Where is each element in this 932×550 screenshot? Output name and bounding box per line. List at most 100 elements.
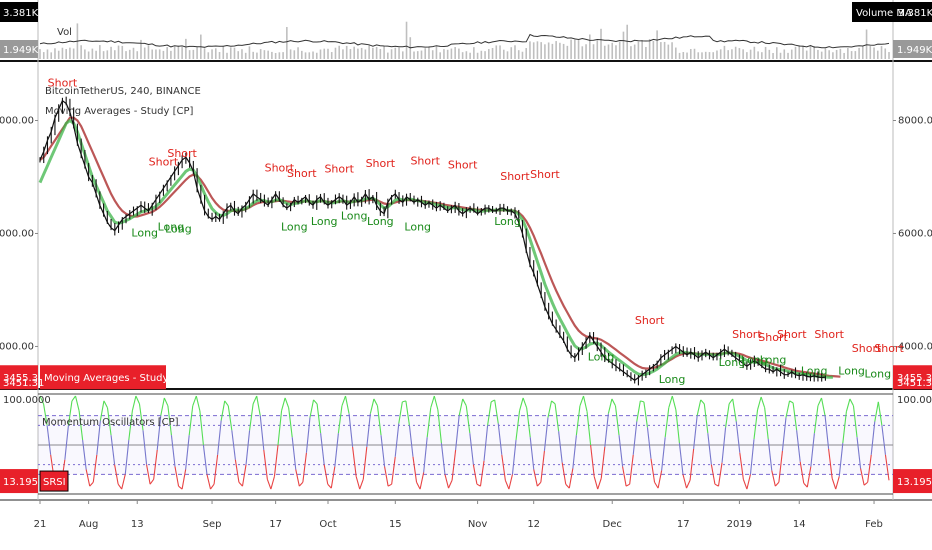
osc-segment: [515, 410, 521, 441]
osc-segment: [71, 395, 76, 402]
osc-segment: [309, 399, 315, 418]
volume-tag-right-value: 3.381K: [898, 8, 932, 19]
osc-segment: [519, 397, 524, 411]
short-signal-label: Short: [777, 328, 807, 341]
volume-ma-tag-left-value: 1.949K: [3, 45, 39, 56]
osc-segment: [842, 411, 847, 444]
osc-segment: [213, 454, 219, 485]
osc-segment: [273, 444, 279, 477]
osc-value-tag-right: [893, 469, 932, 494]
osc-segment: [451, 449, 457, 481]
osc-top-value-left: 100.0000: [3, 395, 51, 406]
osc-segment: [352, 446, 357, 477]
time-tick-label: Oct: [319, 519, 336, 530]
short-signal-label: Short: [814, 328, 844, 341]
osc-segment: [629, 454, 634, 485]
osc-segment: [678, 442, 684, 475]
volume-bars: [39, 21, 890, 59]
osc-segment: [408, 425, 414, 457]
osc-segment: [284, 397, 290, 408]
last-price-tag-left-value: 3455.33: [3, 373, 44, 384]
fast-ma-tag-label: Moving Averages - Study [CP]:Fast MA: [44, 373, 235, 384]
osc-segment: [281, 397, 286, 411]
osc-segment: [696, 399, 702, 416]
osc-segment: [831, 478, 837, 490]
price-study-label: Moving Averages - Study [CP]: [45, 106, 194, 117]
osc-segment: [99, 400, 105, 421]
osc-segment: [142, 430, 148, 465]
long-signal-label: Long: [864, 368, 891, 381]
osc-line: [39, 395, 890, 490]
osc-segment: [103, 400, 108, 409]
osc-segment: [689, 448, 695, 481]
osc-segment: [163, 397, 169, 407]
price-bottom-value-left: 3451.31: [3, 378, 44, 389]
short-signal-label: Short: [265, 161, 295, 174]
osc-segment: [572, 435, 577, 469]
osc-segment: [217, 420, 222, 455]
volume-tag-right: [852, 2, 932, 22]
osc-segment: [302, 452, 307, 483]
long-signal-label: Long: [311, 215, 338, 228]
osc-value-tag-right-value: 13.1953: [897, 477, 932, 488]
osc-segment: [121, 474, 126, 490]
osc-pane-title: Momentum Oscillators [CP]: [42, 417, 179, 428]
osc-segment: [398, 401, 403, 424]
osc-segment: [874, 401, 879, 422]
short-signal-label: Short: [732, 328, 762, 341]
osc-segment: [384, 466, 389, 487]
osc-segment: [835, 476, 840, 490]
osc-segment: [664, 407, 670, 438]
osc-segment: [416, 481, 421, 490]
osc-sub-tag-label: SRSI D: [43, 477, 77, 488]
osc-segment: [288, 407, 293, 438]
osc-segment: [494, 399, 499, 424]
osc-segment: [39, 395, 45, 405]
osc-segment: [433, 395, 439, 410]
osc-segment: [224, 400, 229, 407]
osc-segment: [611, 398, 616, 407]
long-signal-label: Long: [760, 353, 787, 366]
osc-segment: [614, 405, 620, 436]
osc-segment: [185, 435, 190, 470]
volume-ma-tag-right: [893, 40, 932, 58]
osc-segment: [860, 468, 865, 486]
osc-segment: [625, 483, 630, 487]
osc-segment: [483, 425, 489, 461]
osc-segment: [316, 403, 322, 434]
osc-segment: [391, 456, 396, 485]
osc-segment: [725, 403, 730, 428]
short-signal-label: Short: [530, 168, 560, 181]
osc-segment: [192, 395, 197, 406]
osc-segment: [785, 400, 791, 418]
short-signal-label: Short: [149, 156, 179, 169]
last-price-tag-left: [0, 365, 38, 390]
osc-segment: [774, 481, 780, 487]
time-tick-label: Nov: [468, 519, 488, 530]
osc-segment: [728, 398, 734, 405]
osc-segment: [636, 400, 641, 422]
osc-segment: [43, 403, 48, 426]
osc-segment: [558, 431, 563, 463]
long-signal-label: Long: [281, 221, 308, 234]
price-y-tick-label-right: 6000.00: [898, 228, 932, 239]
volume-tag-left: [0, 2, 38, 22]
price-y-tick-label-left: 6000.00: [0, 228, 34, 239]
osc-segment: [813, 405, 819, 434]
short-signal-label: Short: [852, 342, 882, 355]
osc-value-tag-left: [0, 469, 38, 494]
osc-segment: [153, 449, 158, 480]
osc-segment: [313, 399, 318, 405]
osc-segment: [138, 403, 144, 431]
short-signal-label: Short: [167, 147, 197, 160]
long-signal-label: Long: [165, 222, 192, 235]
long-signal-label: Long: [719, 356, 746, 369]
osc-segment: [668, 395, 673, 408]
osc-segment: [540, 450, 545, 483]
osc-segment: [117, 483, 123, 490]
osc-segment: [149, 478, 155, 485]
osc-segment: [220, 400, 226, 421]
osc-segment: [852, 405, 858, 438]
osc-segment: [195, 395, 201, 411]
osc-segment: [320, 433, 325, 465]
